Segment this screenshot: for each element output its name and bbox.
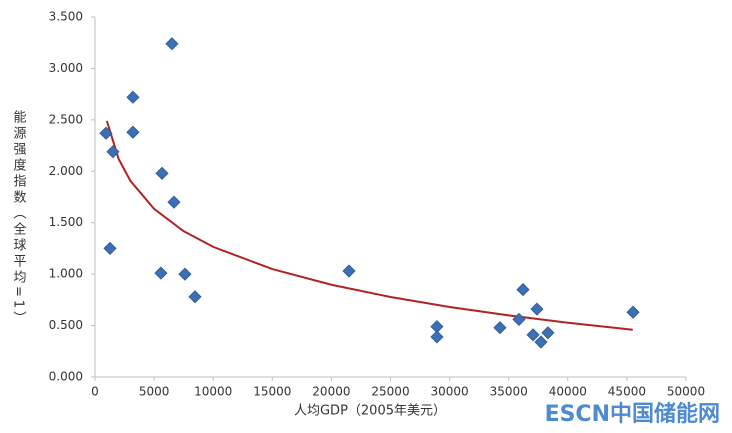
x-tick-label: 35000 [490, 385, 528, 399]
point [126, 125, 140, 139]
x-tick-label: 10000 [194, 385, 232, 399]
x-axis-label: 人均GDP（2005年美元） [294, 404, 446, 419]
point [526, 328, 540, 342]
point [626, 305, 640, 319]
point [178, 267, 192, 281]
point [430, 330, 444, 344]
point [99, 126, 113, 140]
y-tick-label: 2.500 [49, 112, 83, 126]
x-tick-label: 25000 [371, 385, 409, 399]
y-tick-label: 0.000 [49, 370, 83, 384]
point [541, 326, 555, 340]
point [530, 302, 544, 316]
x-tick-label: 0 [91, 385, 99, 399]
point [106, 145, 120, 159]
x-tick-label: 5000 [139, 385, 170, 399]
x-tick-label: 15000 [253, 385, 291, 399]
point [126, 90, 140, 104]
x-tick-label: 30000 [431, 385, 469, 399]
y-tick-label: 0.500 [49, 318, 83, 332]
y-tick-label: 3.000 [49, 61, 83, 75]
point [188, 290, 202, 304]
y-tick-label: 1.000 [49, 267, 83, 281]
y-tick-label: 1.500 [49, 215, 83, 229]
point [534, 335, 548, 349]
x-tick-label: 50000 [667, 385, 705, 399]
y-axis-label: 能源强度指数（全球平均=1） [11, 110, 27, 327]
watermark: ESCN中国储能网 [545, 401, 720, 427]
point [167, 195, 181, 209]
trendline [105, 120, 633, 331]
point [165, 37, 179, 51]
point [154, 266, 168, 280]
point [103, 241, 117, 255]
point [155, 166, 169, 180]
point [493, 321, 507, 335]
point [512, 312, 526, 326]
x-tick-label: 20000 [312, 385, 350, 399]
x-tick-label: 40000 [549, 385, 587, 399]
y-tick-label: 2.000 [49, 164, 83, 178]
x-tick-label: 45000 [608, 385, 646, 399]
y-tick-label: 3.500 [49, 10, 83, 24]
point [516, 283, 530, 297]
point [342, 264, 356, 278]
